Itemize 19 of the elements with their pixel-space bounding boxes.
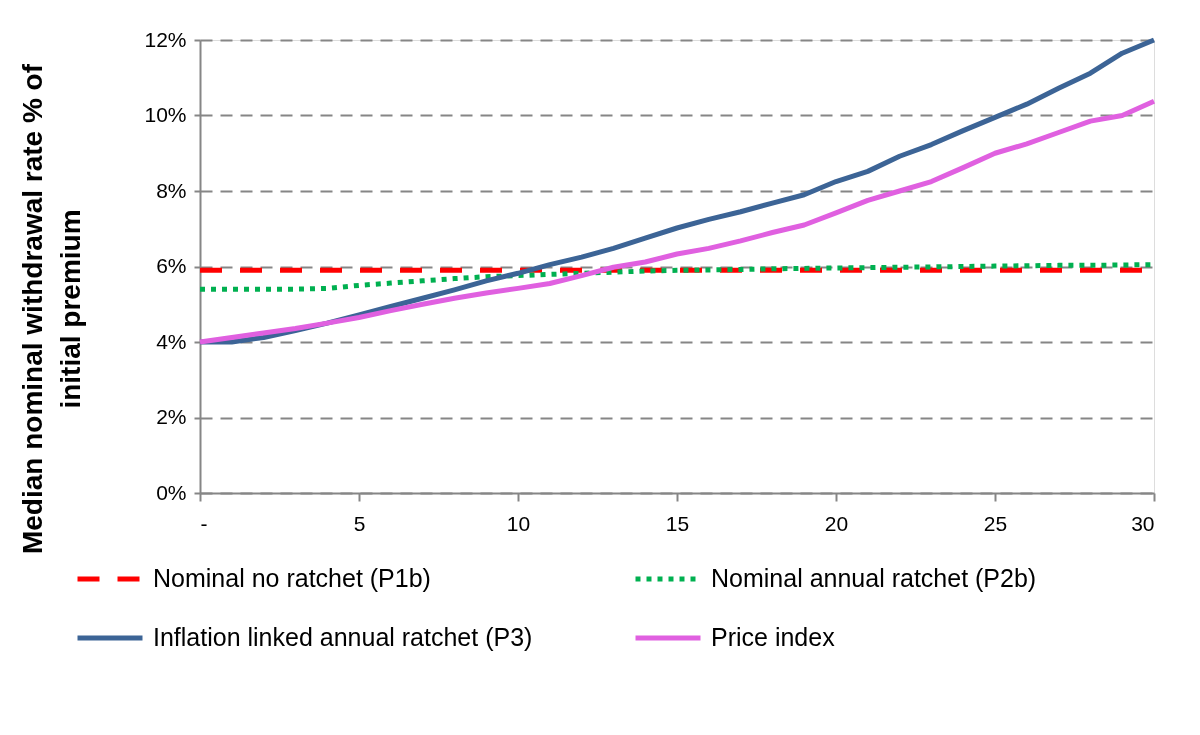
legend-label: Nominal annual ratchet (P2b) [711, 564, 1037, 592]
x-tick-label: 30 [1131, 511, 1155, 535]
y-tick-label: 8% [156, 178, 187, 202]
y-tick-label: 10% [144, 103, 187, 126]
y-tick-label: 6% [156, 254, 187, 277]
legend-label: Inflation linked annual ratchet (P3) [153, 623, 533, 651]
y-axis-title: Median nominal withdrawal rate % of initial premium [16, 63, 86, 555]
legend-label: Nominal no ratchet (P1b) [153, 564, 431, 592]
x-tick-label: 10 [506, 511, 531, 535]
legend-label: Price index [711, 623, 836, 651]
y-tick-label: 12% [144, 27, 187, 51]
y-tick-label: 0% [156, 480, 187, 504]
x-tick-label: 5 [353, 511, 366, 535]
y-tick-label: 4% [156, 329, 187, 353]
x-tick-label: 20 [824, 511, 849, 535]
x-tick-label: 25 [983, 511, 1008, 535]
y-tick-label: 2% [156, 405, 187, 428]
x-tick-label: - [200, 511, 208, 535]
x-tick-label: 15 [665, 511, 690, 535]
